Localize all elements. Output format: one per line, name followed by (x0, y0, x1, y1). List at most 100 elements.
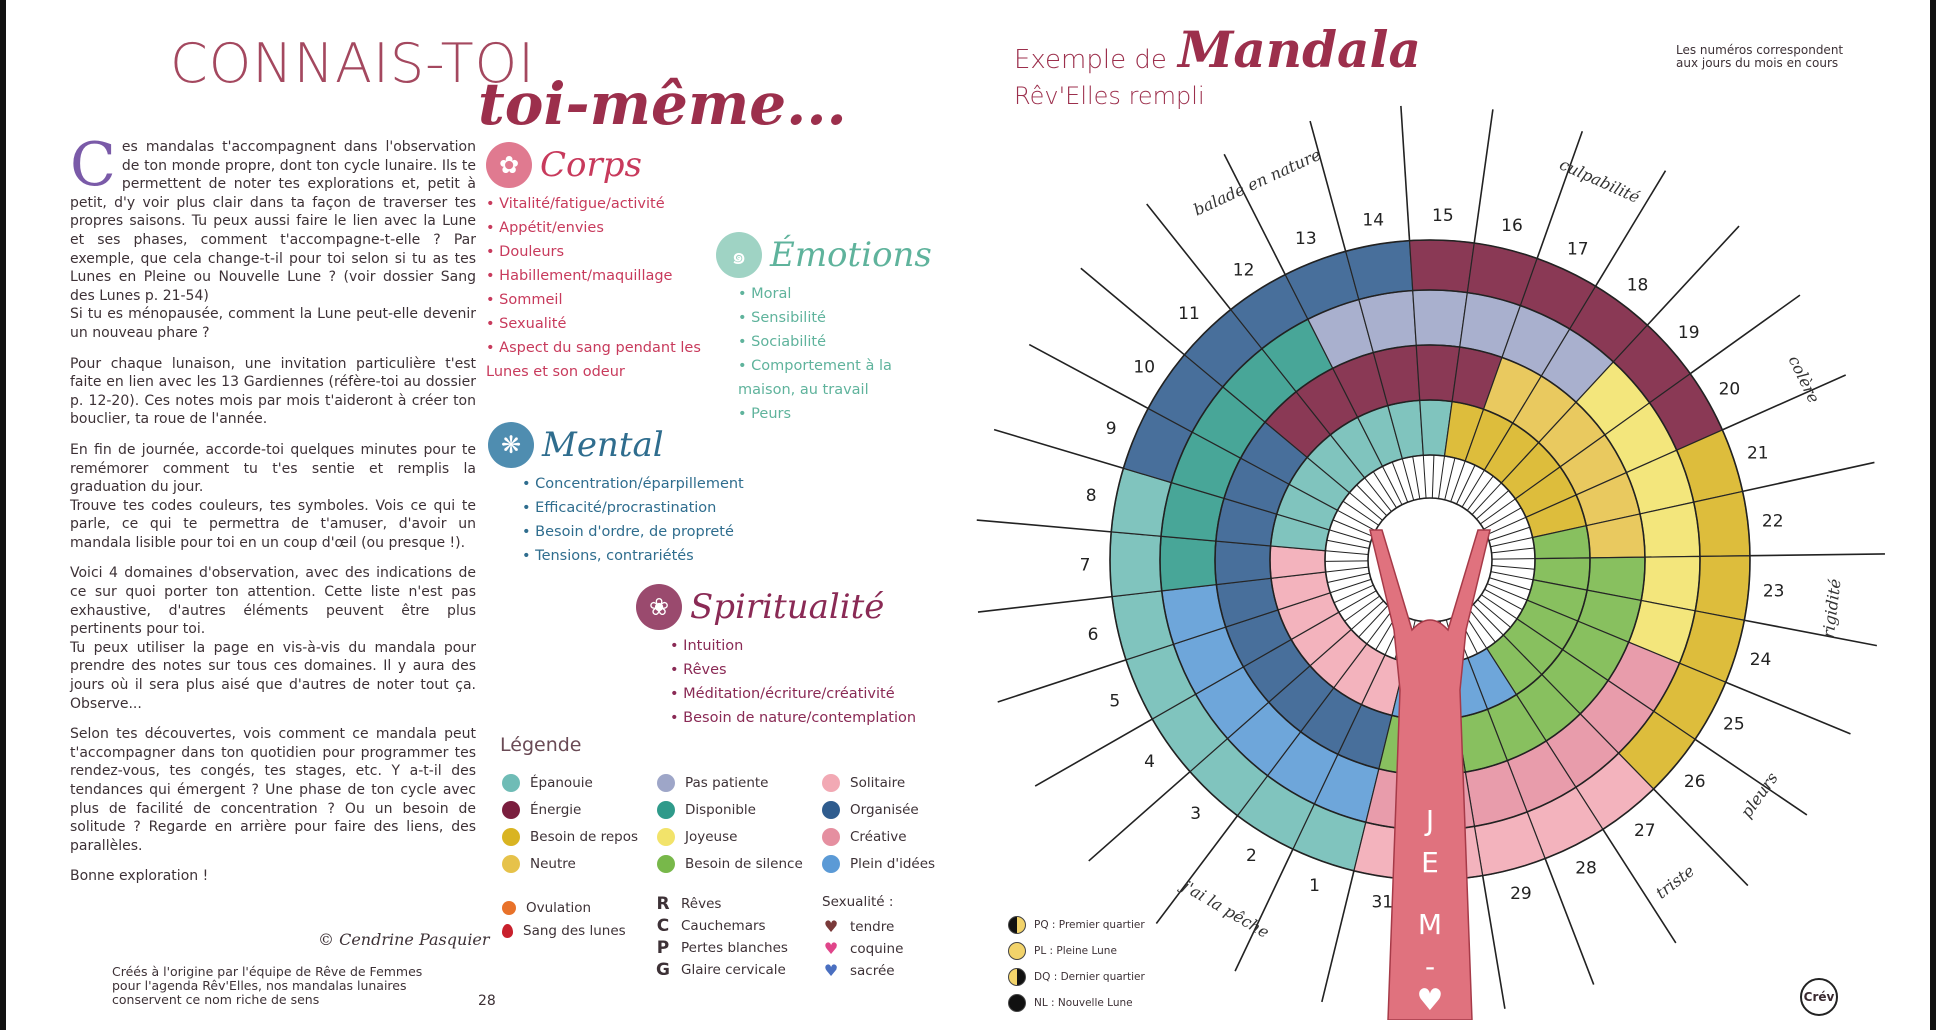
inner-spoke (1356, 484, 1388, 516)
paragraph-3: En fin de journée, accorde-toi quelques … (70, 441, 476, 496)
inner-spoke (1325, 550, 1369, 556)
day-number: 3 (1190, 804, 1201, 824)
legend-label: Besoin de repos (530, 829, 639, 845)
color-swatch (502, 855, 520, 873)
outer-ray (997, 659, 1127, 703)
day-number: 28 (1575, 859, 1597, 879)
inner-spoke (1350, 600, 1384, 630)
day-number: 24 (1750, 650, 1772, 670)
moon-key-item: DQ : Dernier quartier (1008, 964, 1145, 990)
day-number: 29 (1510, 884, 1532, 904)
day-number: 20 (1719, 380, 1741, 400)
day-number: 17 (1567, 239, 1589, 259)
day-number: 22 (1762, 512, 1784, 532)
day-number: 14 (1362, 211, 1384, 231)
drop-cap: C (70, 130, 116, 200)
handwritten-note: pleurs (1737, 769, 1782, 822)
color-swatch (657, 774, 675, 792)
inner-spoke (1431, 455, 1435, 499)
legend-label: Organisée (850, 802, 919, 818)
outer-ray (1400, 105, 1411, 241)
legend-letter: C (656, 916, 670, 936)
inner-spoke (1481, 594, 1518, 620)
inner-spoke (1456, 464, 1476, 505)
outer-ray (1321, 870, 1355, 1003)
domain-item: Sexualité (486, 312, 736, 336)
outer-ray (1309, 120, 1347, 252)
inner-spoke (1326, 539, 1370, 549)
legend-label: Énergie (530, 802, 582, 818)
moon-key-item: NL : Nouvelle Lune (1008, 990, 1145, 1016)
outer-ray (976, 519, 1112, 533)
domain-title: Mental (542, 425, 664, 465)
outer-ray (1725, 681, 1851, 735)
lotus-icon: ❀ (636, 584, 682, 630)
heart-icon: ♥ (823, 939, 839, 958)
domain-items: IntuitionRêvesMéditation/écriture/créati… (670, 634, 956, 730)
day-number: 13 (1295, 229, 1317, 249)
outer-ray (1652, 788, 1749, 887)
outer-ray (1234, 848, 1294, 972)
legend-color-item: Plein d'idées (822, 855, 935, 873)
legend-label: Glaire cervicale (681, 962, 786, 978)
legend-letter: P (656, 938, 670, 958)
inner-spoke (1488, 526, 1530, 542)
color-swatch (657, 855, 675, 873)
legend-label: coquine (850, 940, 904, 957)
inner-spoke (1461, 469, 1485, 508)
legend-label: Besoin de silence (685, 856, 803, 872)
domain-item: Sociabilité (738, 330, 936, 354)
legend-color-item: Épanouie (502, 774, 593, 792)
day-number: 8 (1086, 486, 1097, 506)
moon-key-label: PQ : Premier quartier (1034, 919, 1145, 931)
outer-ray (1749, 553, 1885, 557)
right-note: Les numéros correspondent aux jours du m… (1676, 43, 1844, 70)
color-swatch (822, 774, 840, 792)
legend-color-item: Créative (822, 828, 907, 846)
moon-key-label: DQ : Dernier quartier (1034, 971, 1145, 983)
legend-color-item: Besoin de silence (657, 855, 803, 873)
day-number: 7 (1080, 556, 1091, 576)
footnote: Créés à l'origine par l'équipe de Rêve d… (112, 964, 423, 1007)
heart-icon: ♥ (1417, 983, 1444, 1018)
legend-color-item: Disponible (657, 801, 756, 819)
inner-spoke (1401, 458, 1415, 501)
domain-item: Appétit/envies (486, 216, 736, 240)
day-number: 10 (1133, 358, 1155, 378)
legend-sexuality-item: ♥ tendre (822, 917, 894, 936)
inner-spoke (1372, 471, 1397, 509)
color-swatch (502, 774, 520, 792)
paragraph-1b: Si tu es ménopausée, comment la Lune peu… (70, 306, 476, 341)
day-number: 27 (1634, 821, 1656, 841)
domain-emotions: ๑ Émotions MoralSensibilitéSociabilitéCo… (716, 232, 936, 426)
legend-letter-item: G Glaire cervicale (655, 960, 786, 980)
legend-label: Disponible (685, 802, 756, 818)
moon-key-item: PQ : Premier quartier (1008, 912, 1145, 938)
moon-key-label: NL : Nouvelle Lune (1034, 997, 1133, 1009)
domain-item: Concentration/éparpillement (522, 472, 788, 496)
inner-spoke (1472, 604, 1504, 636)
outer-ray (1536, 130, 1584, 259)
inner-spoke (1471, 482, 1502, 515)
legend-letter: G (656, 960, 670, 980)
day-number: 11 (1178, 304, 1200, 324)
inner-spoke (1338, 590, 1377, 613)
outer-ray (1034, 718, 1153, 787)
day-number: 18 (1627, 275, 1649, 295)
mandala-segment (1694, 555, 1751, 621)
paragraph-3b: Trouve tes codes couleurs, tes symboles.… (70, 497, 476, 551)
outer-ray (1223, 153, 1286, 275)
inner-spoke (1486, 516, 1527, 536)
day-number: 16 (1501, 216, 1523, 236)
outer-ray (1646, 225, 1740, 326)
outer-ray (1594, 170, 1667, 287)
mandala-segment (1109, 531, 1163, 598)
legend-color-item: Pas patiente (657, 774, 768, 792)
domain-item: Peurs (738, 402, 936, 426)
legend-letter-item: C Cauchemars (655, 916, 766, 936)
domain-item: Tensions, contrariétés (522, 544, 788, 568)
outer-ray (1689, 294, 1801, 375)
inner-spoke (1483, 507, 1522, 530)
outer-ray (1473, 109, 1494, 244)
figure-letter: J (1424, 804, 1434, 837)
